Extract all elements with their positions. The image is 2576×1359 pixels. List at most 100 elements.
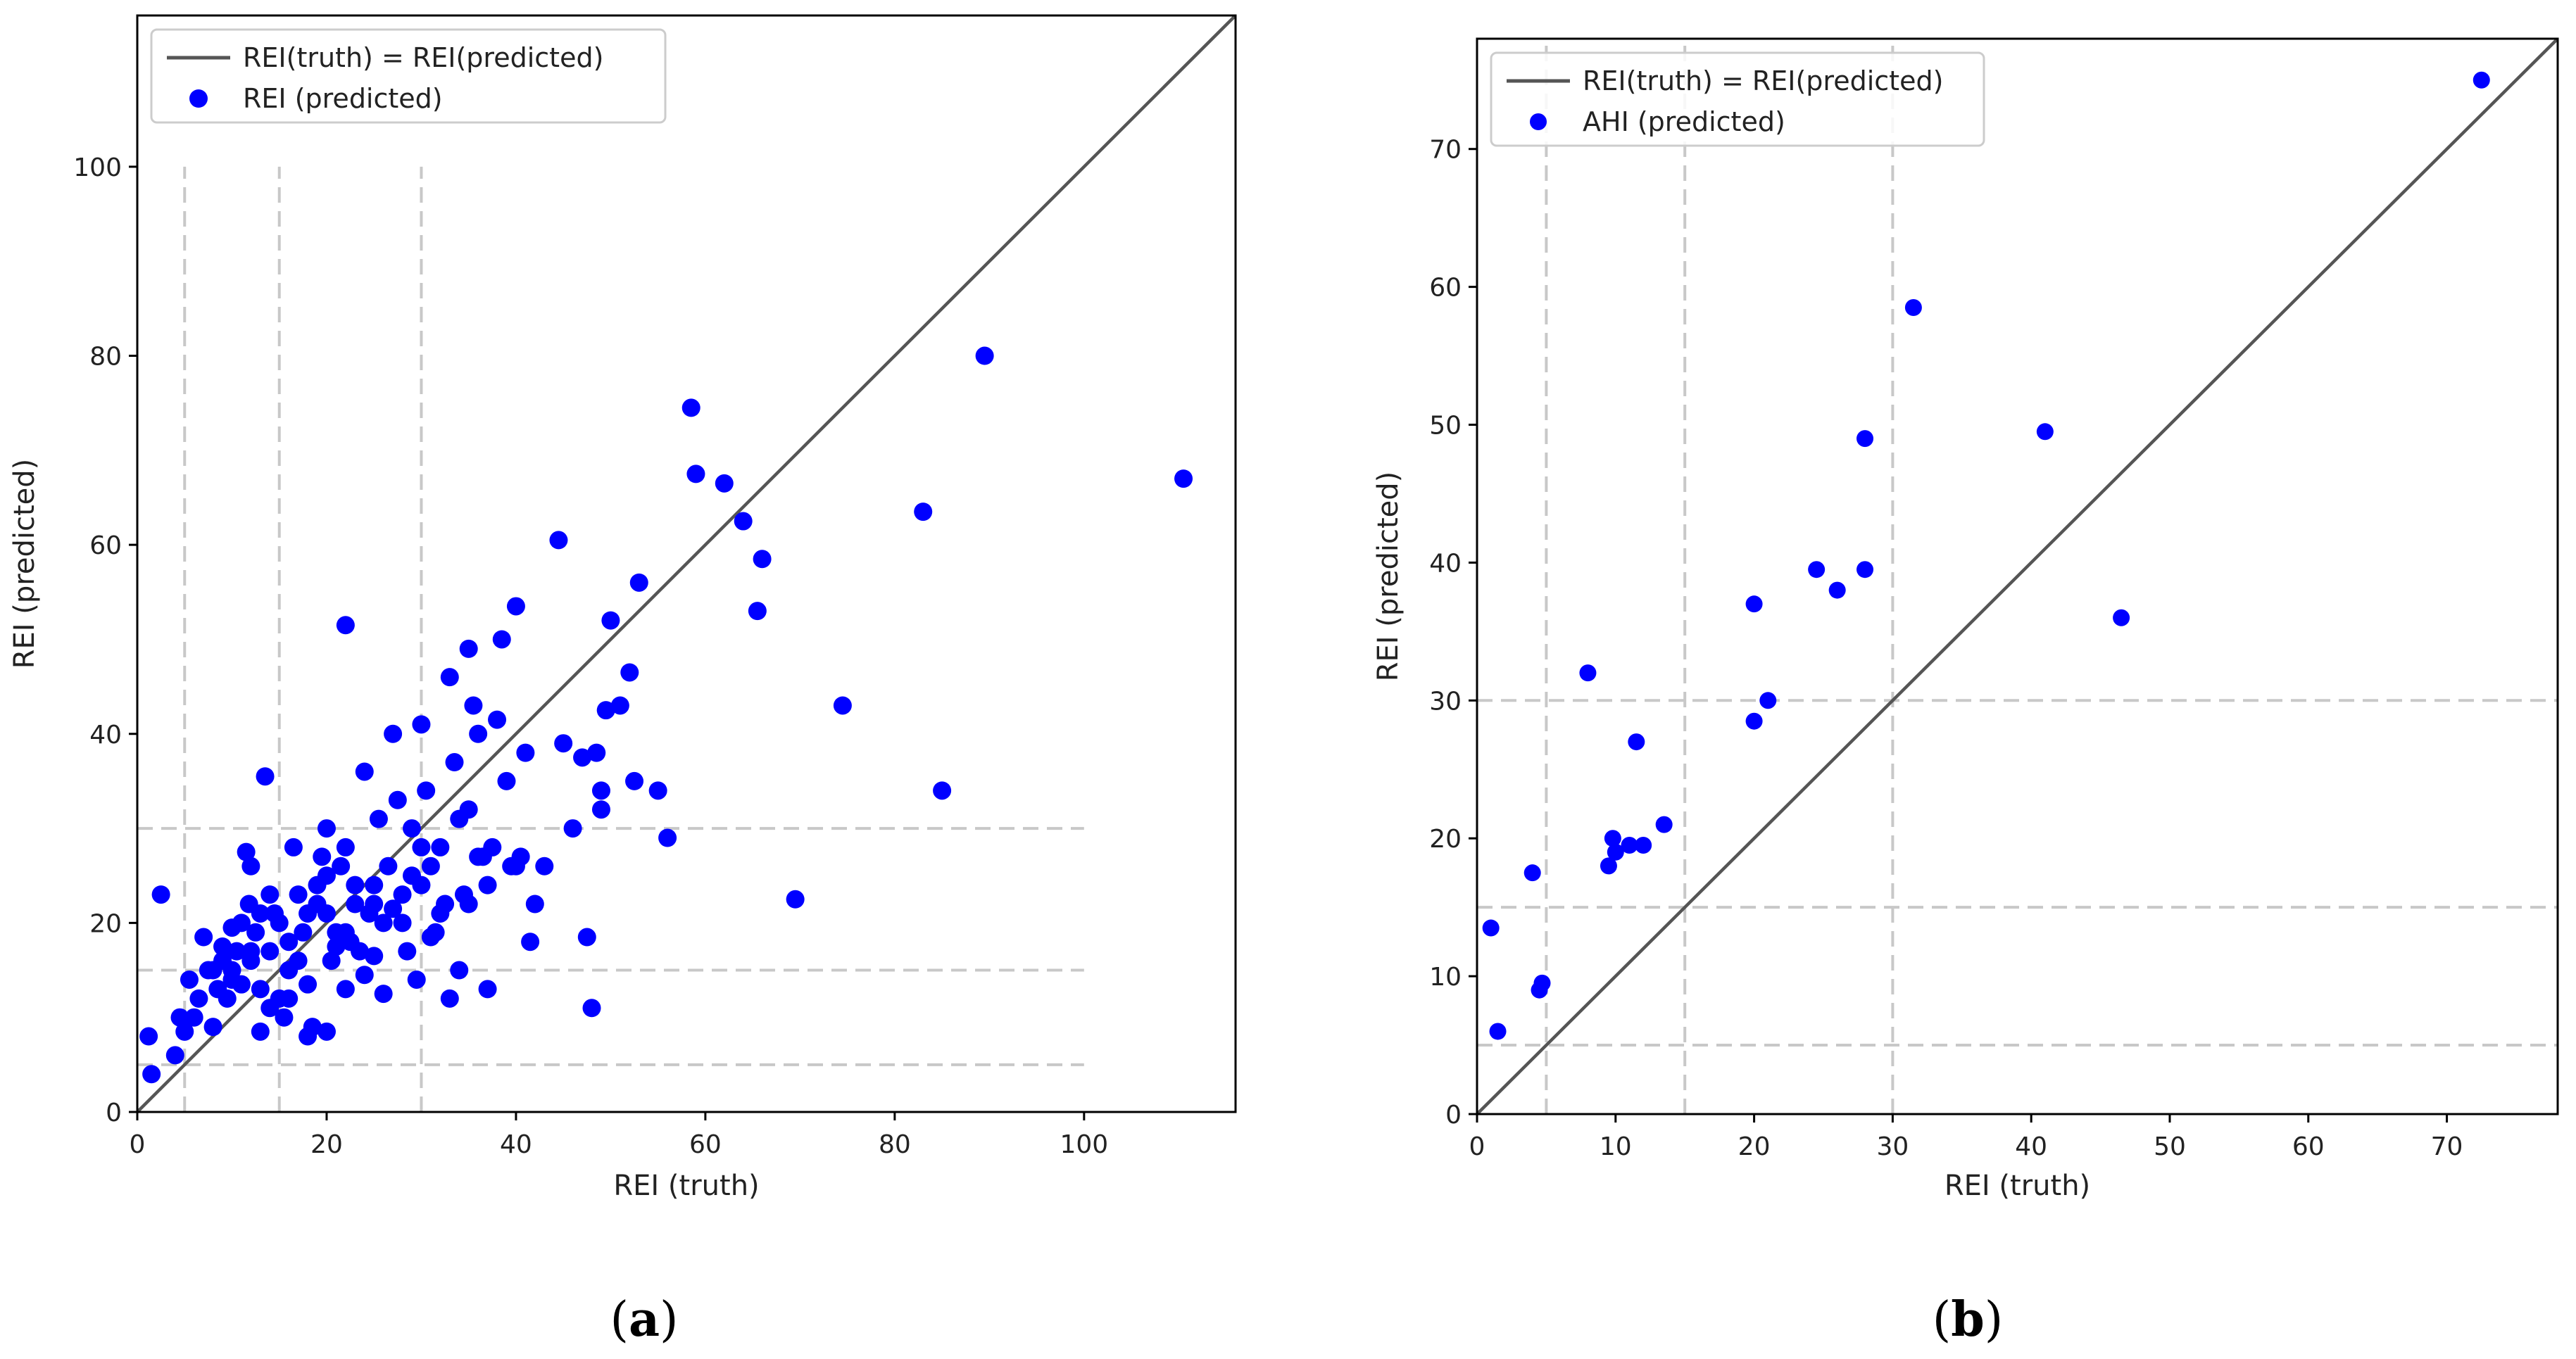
plot-frame [1476,37,2559,1115]
scatter-point [251,904,270,923]
scatter-point [336,837,355,857]
caption-a-open: ( [610,1292,629,1348]
scatter-point [365,895,384,914]
scatter-point [275,1008,294,1027]
scatter-point [251,1022,270,1041]
legend-label-points: REI (predicted) [243,83,443,114]
legend-label-identity: REI(truth) = REI(predicted) [1583,65,1943,96]
scatter-point [459,800,478,819]
caption-a-letter: a [629,1291,660,1348]
scatter-point [412,837,431,857]
scatter-point [279,933,299,952]
scatter-point [591,781,610,800]
x-tick-label: 40 [2015,1132,2047,1161]
scatter-point [488,710,507,729]
scatter-point [459,895,478,914]
scatter-point [184,1008,203,1027]
scatter-point [421,857,440,876]
scatter-point [1828,581,1846,599]
scatter-point [734,512,753,531]
scatter-point [1482,919,1500,937]
scatter-point [299,1027,318,1046]
scatter-point [1533,974,1551,992]
legend-marker-swatch [1530,113,1547,130]
y-tick-label: 0 [106,1099,122,1127]
scatter-point [478,876,497,895]
scatter-point [549,531,568,550]
x-tick-label: 20 [1738,1132,1771,1161]
scatter-point [1745,712,1763,730]
scatter-point [1856,430,1874,448]
scatter-point [384,724,403,743]
scatter-point [629,573,648,592]
scatter-point [715,474,734,493]
scatter-point [139,1027,158,1046]
caption-a-close: ) [660,1292,679,1348]
scatter-point [521,933,540,952]
scatter-point [601,611,620,630]
scatter-point [577,928,596,947]
scatter-point [1489,1023,1507,1040]
scatter-point [1655,816,1673,833]
scatter-point [506,597,525,616]
scatter-point [1856,561,1874,579]
scatter-point [374,985,393,1004]
scatter-point [260,942,279,961]
scatter-point [203,961,222,980]
scatter-point [313,847,332,866]
scatter-point [563,819,582,838]
scatter-point [251,980,270,999]
scatter-point [327,937,346,956]
x-axis-label: REI (truth) [1944,1170,2090,1202]
scatter-point [933,781,952,800]
chart-panel-b: 0 10 20 30 40 50 60 70 0 10 20 30 40 50 60 70 REI (truth… [1372,37,2559,1202]
x-tick-label: 0 [130,1130,146,1159]
scatter-point [492,630,511,649]
scatter-point [610,696,629,715]
x-tick-label: 30 [1876,1132,1909,1161]
scatter-point [464,696,483,715]
scatter-point [591,800,610,819]
scatter-point [355,966,374,985]
scatter-point [407,970,426,989]
scatter-point [289,885,308,904]
scatter-point [478,980,497,999]
scatter-point [686,464,705,483]
scatter-point [332,857,351,876]
scatter-point [270,914,289,933]
scatter-point [246,923,265,942]
scatter-point [658,828,677,847]
x-tick-label: 100 [1060,1130,1108,1159]
scatter-point [180,970,199,989]
scatter-point [753,550,772,569]
scatter-point [786,890,805,909]
scatter-point [573,748,592,767]
scatter-point [336,923,355,942]
y-tick-label: 70 [1429,136,1462,165]
scatter-point [284,837,303,857]
scatter-point [218,989,237,1008]
scatter-point [294,923,313,942]
scatter-point [317,904,336,923]
scatter-point [1904,299,1922,316]
scatter-point [170,1008,189,1027]
scatter-point [237,842,256,861]
scatter-point [256,767,275,786]
scatter-point [1745,595,1763,613]
scatter-point [222,961,241,980]
scatter-point [260,999,279,1018]
scatter-point [2036,423,2054,441]
caption-a: (a) [610,1291,678,1348]
scatter-point [241,857,260,876]
x-tick-label: 80 [879,1130,911,1159]
caption-b-close: ) [1985,1292,2004,1348]
scatter-point [469,847,488,866]
x-tick-label: 70 [2431,1132,2463,1161]
scatter-point [1628,733,1645,751]
x-tick-label: 60 [689,1130,722,1159]
scatter-point [1523,864,1541,882]
y-tick-label: 50 [1429,412,1462,441]
legend-label-points: AHI (predicted) [1583,106,1785,137]
scatter-point [351,942,370,961]
